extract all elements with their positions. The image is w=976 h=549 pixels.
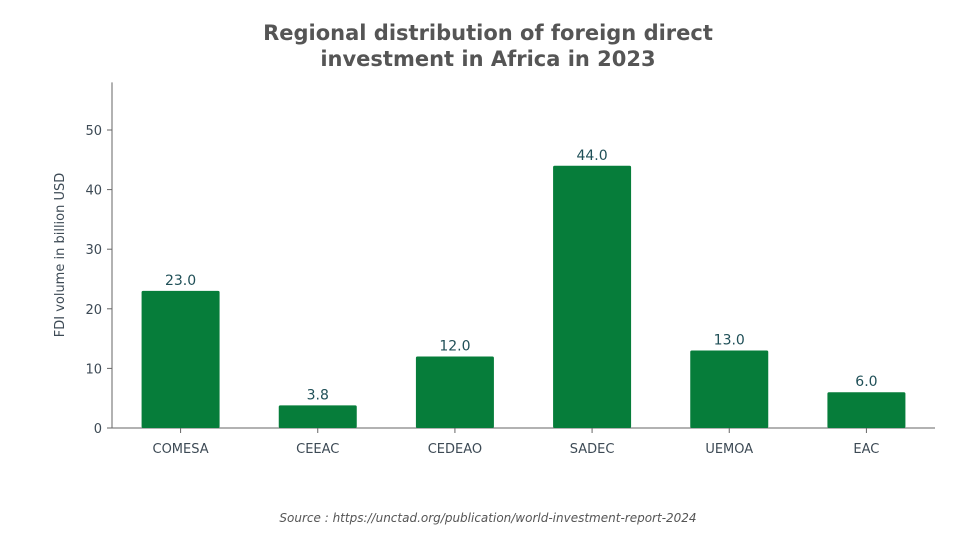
bar-comesa [141, 290, 220, 428]
y-tick-label: 40 [85, 184, 102, 199]
y-tick-label: 10 [85, 362, 102, 377]
chart-title-line-2: investment in Africa in 2023 [320, 47, 656, 71]
y-tick-label: 30 [85, 243, 102, 258]
data-label: 23.0 [165, 273, 196, 289]
bar-uemoa [690, 350, 769, 428]
data-label: 13.0 [714, 333, 745, 349]
bar-sadec [553, 165, 632, 428]
source-note: Source : https://unctad.org/publication/… [279, 511, 697, 525]
chart-title-line-1: Regional distribution of foreign direct [263, 21, 713, 45]
x-tick-label: SADEC [570, 442, 615, 457]
x-tick-label: CEEAC [296, 442, 339, 457]
y-tick-label: 50 [85, 124, 102, 139]
data-label: 44.0 [576, 148, 607, 164]
axes: 0 10 20 30 40 50 COMESA CEEAC CEDEAO SADEC UEMOA EA… [85, 82, 935, 457]
y-tick-label: 0 [94, 422, 102, 437]
data-label: 3.8 [307, 387, 329, 403]
bar-ceeac [278, 405, 357, 428]
x-tick-label: UEMOA [705, 442, 753, 457]
x-tick-label: COMESA [153, 442, 209, 457]
y-tick-label: 20 [85, 303, 102, 318]
bar-eac [827, 392, 906, 428]
y-axis-label: FDI volume in billion USD [53, 173, 68, 338]
data-label: 6.0 [855, 374, 877, 390]
bar-cedeao [415, 356, 494, 428]
x-tick-label: EAC [853, 442, 879, 457]
bars: 23.0 3.8 12.0 44.0 13.0 6.0 [141, 148, 906, 428]
x-tick-label: CEDEAO [428, 442, 482, 457]
data-label: 12.0 [439, 338, 470, 354]
chart-title: Regional distribution of foreign direct … [0, 20, 976, 72]
